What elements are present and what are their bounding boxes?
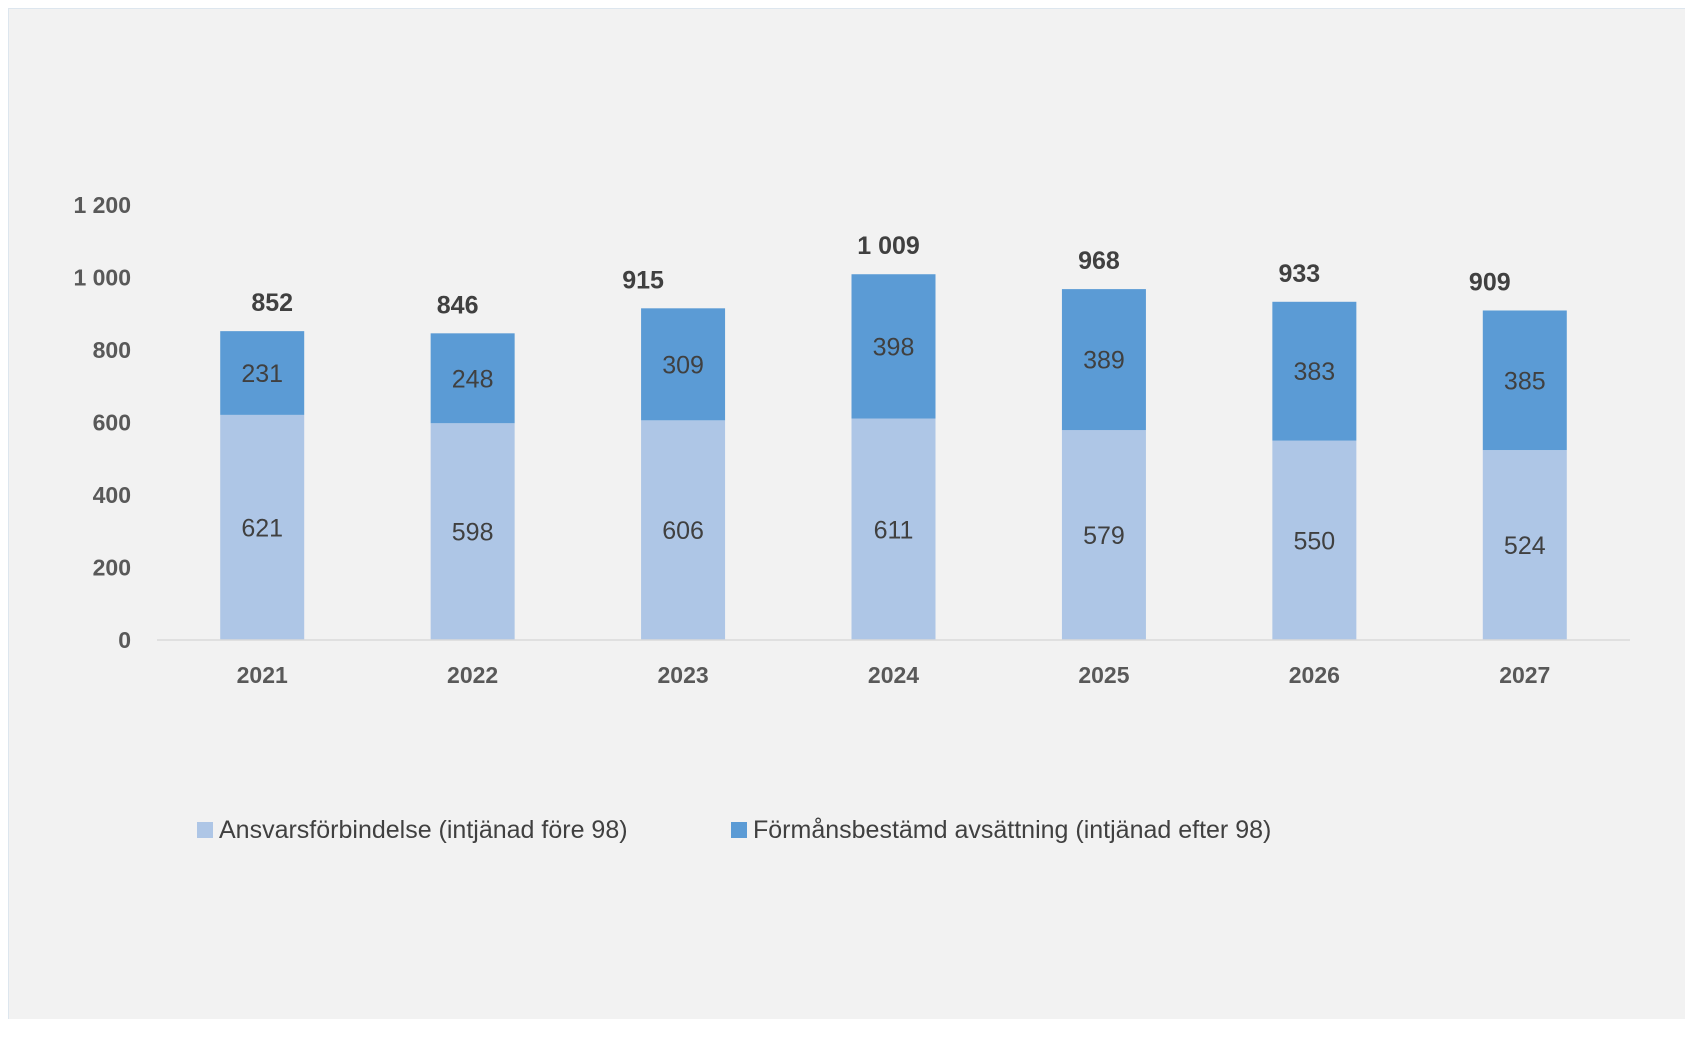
bar-segment-formansbestamd <box>430 333 515 424</box>
bar-segment-data-label: 524 <box>1504 532 1546 560</box>
bar-total-label: 915 <box>622 266 664 294</box>
y-tick-label: 600 <box>93 410 131 436</box>
y-tick-label: 800 <box>93 337 131 363</box>
legend-label: Förmånsbestämd avsättning (intjänad efte… <box>753 816 1271 844</box>
x-tick-label: 2022 <box>447 662 498 688</box>
bar-total-label: 933 <box>1278 260 1320 288</box>
x-tick-label: 2023 <box>657 662 708 688</box>
bar-total-label: 1 009 <box>857 232 920 260</box>
legend-swatch <box>731 822 747 838</box>
bar-segment-ansvarsforbindelse <box>430 423 515 640</box>
bar-segment-formansbestamd <box>641 308 726 421</box>
bar-segment-data-label: 385 <box>1504 367 1546 395</box>
y-tick-label: 0 <box>118 627 131 653</box>
bar-segment-data-label: 383 <box>1293 358 1335 386</box>
bar-segment-ansvarsforbindelse <box>641 420 726 640</box>
bars: 621 231 852 598 248 846 606 309 915 611 398 1 009 57… <box>220 232 1567 640</box>
bar-segment-data-label: 621 <box>241 514 283 542</box>
y-tick-label: 1 000 <box>73 265 131 291</box>
bar-segment-data-label: 550 <box>1293 527 1335 555</box>
bar-segment-data-label: 606 <box>662 517 704 545</box>
bar-segment-data-label: 579 <box>1083 522 1125 550</box>
bar-total-label: 968 <box>1078 247 1120 275</box>
bar-segment-ansvarsforbindelse <box>220 414 305 640</box>
bar-segment-ansvarsforbindelse <box>1272 440 1357 640</box>
x-tick-label: 2025 <box>1078 662 1129 688</box>
bar-segment-formansbestamd <box>1482 310 1567 451</box>
bar-segment-formansbestamd <box>851 274 936 419</box>
bar-segment-data-label: 231 <box>241 360 283 388</box>
y-tick-label: 200 <box>93 555 131 581</box>
bar-segment-data-label: 248 <box>452 365 494 393</box>
bar-segment-data-label: 598 <box>452 519 494 547</box>
x-tick-label: 2026 <box>1289 662 1340 688</box>
bar-segment-ansvarsforbindelse <box>851 418 936 640</box>
x-tick-label: 2024 <box>868 662 919 688</box>
bar-segment-data-label: 389 <box>1083 347 1125 375</box>
x-tick-label: 2021 <box>237 662 288 688</box>
y-tick-label: 1 200 <box>73 192 131 218</box>
bar-segment-formansbestamd <box>1272 301 1357 441</box>
legend-swatch <box>197 822 213 838</box>
bar-total-label: 909 <box>1469 268 1511 296</box>
legend-label: Ansvarsförbindelse (intjänad före 98) <box>219 816 628 844</box>
x-axis: 2021 2022 2023 2024 2025 2026 2027 <box>237 662 1551 688</box>
x-tick-label: 2027 <box>1499 662 1550 688</box>
y-axis: 0 200 400 600 800 1 000 1 200 <box>73 192 131 653</box>
y-tick-label: 400 <box>93 482 131 508</box>
bar-total-label: 846 <box>437 291 479 319</box>
bar-segment-data-label: 309 <box>662 351 704 379</box>
legend: Ansvarsförbindelse (intjänad före 98) För… <box>197 816 1271 844</box>
bar-segment-data-label: 398 <box>873 333 915 361</box>
bar-total-label: 852 <box>251 289 293 317</box>
bar-segment-ansvarsforbindelse <box>1061 430 1146 640</box>
bar-segment-data-label: 611 <box>874 516 914 544</box>
bar-segment-ansvarsforbindelse <box>1482 450 1567 640</box>
bar-segment-formansbestamd <box>220 331 305 415</box>
bar-segment-formansbestamd <box>1061 289 1146 431</box>
